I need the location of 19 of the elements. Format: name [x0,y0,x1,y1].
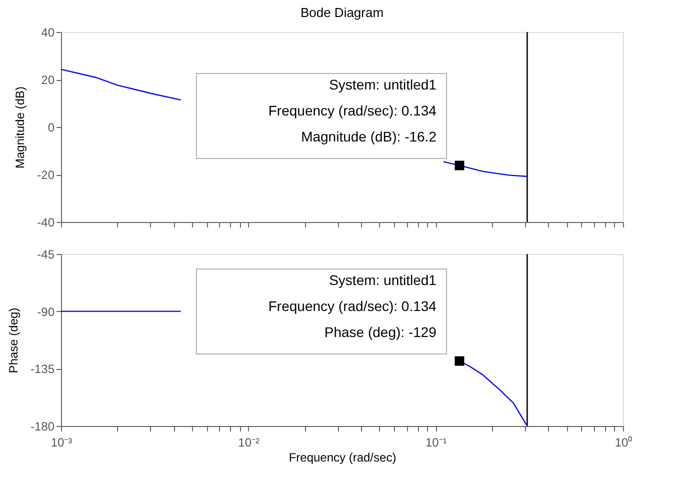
y-tick-label: -20 [37,168,55,182]
x-tick-label: 10⁻³ [50,436,72,450]
y-tick-label: -45 [37,248,55,262]
y-tick-label: -90 [37,304,55,319]
x-axis-title: Frequency (rad/sec) [288,450,396,464]
y-axis-title: Magnitude (dB) [13,86,28,169]
y-tick-label: -135 [30,362,55,376]
x-tick-label: 10⁻² [238,436,260,450]
x-tick-label: 10⁰ [614,436,632,450]
y-tick-label: 20 [41,73,55,87]
chart-title: Bode Diagram [300,5,384,20]
y-tick-label: -40 [37,216,55,230]
x-tick-label: 10⁻¹ [425,436,447,450]
annotation: System: untitled1 Frequency (rad/sec): 0.134 Phase (deg): -129 [268,272,437,340]
y-axis-title: Phase (deg) [6,308,20,374]
annotation: System: untitled1 Frequency (rad/sec): 0.134 Magnitude (dB): -16.2 [268,76,437,144]
y-tick-label: -180 [30,420,55,434]
y-tick-label: 40 [41,26,55,40]
y-tick-label: 0 [48,120,55,134]
